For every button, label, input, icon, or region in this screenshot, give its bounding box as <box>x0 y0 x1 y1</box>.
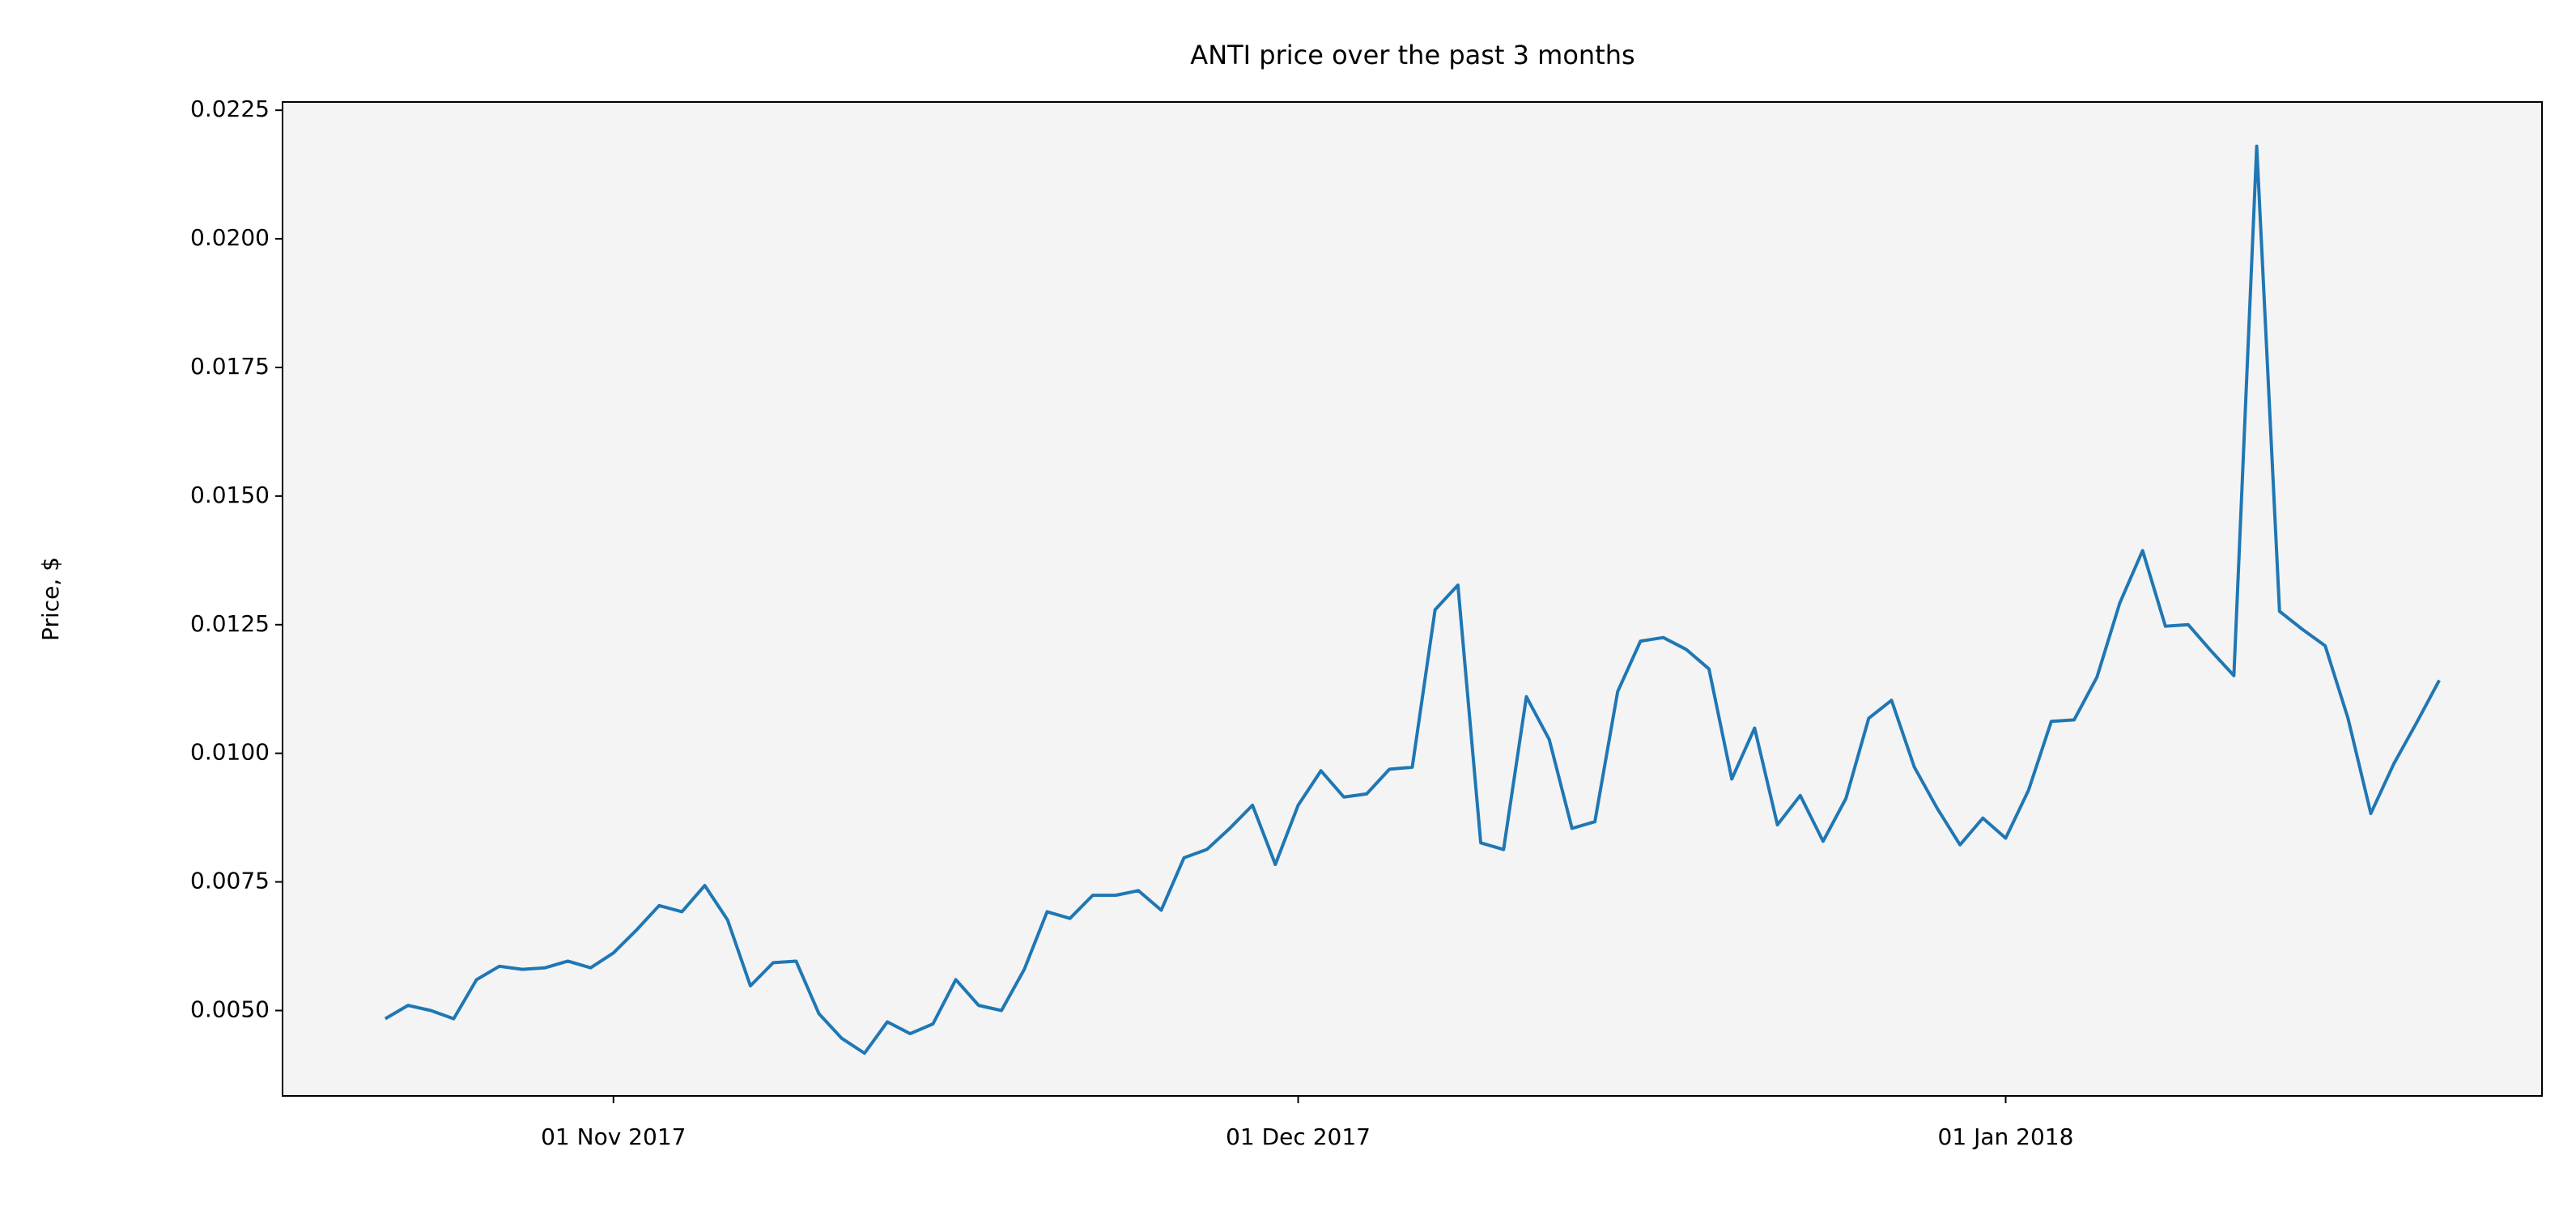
x-tick-label: 01 Jan 2018 <box>1938 1123 2074 1150</box>
x-tick-label: 01 Dec 2017 <box>1226 1123 1371 1150</box>
y-tick-label: 0.0225 <box>190 96 270 122</box>
y-tick-label: 0.0100 <box>190 739 270 766</box>
y-tick-label: 0.0175 <box>190 353 270 380</box>
plot-area <box>282 101 2543 1097</box>
price-line <box>384 144 2441 1055</box>
y-tick-label: 0.0075 <box>190 868 270 894</box>
y-tick-label: 0.0050 <box>190 996 270 1022</box>
x-tick-label: 01 Nov 2017 <box>541 1123 686 1150</box>
y-axis-label: Price, $ <box>37 557 64 641</box>
y-tick-label: 0.0125 <box>190 610 270 637</box>
y-tick-label: 0.0200 <box>190 224 270 251</box>
y-tick-label: 0.0150 <box>190 482 270 508</box>
chart-title: ANTI price over the past 3 months <box>1190 40 1634 70</box>
